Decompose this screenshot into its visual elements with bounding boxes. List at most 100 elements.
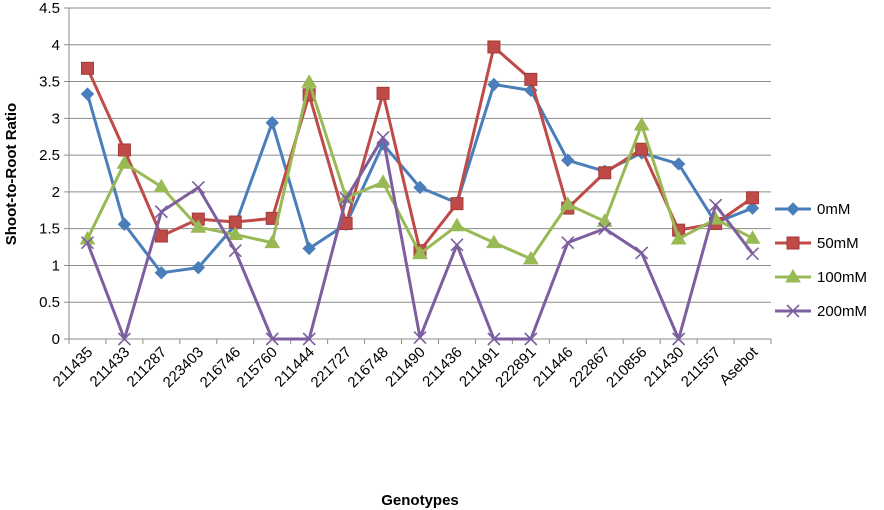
data-point <box>301 74 318 88</box>
data-point <box>559 196 576 210</box>
data-point <box>412 245 428 260</box>
data-point <box>635 246 649 260</box>
data-point-stroke <box>376 130 390 145</box>
data-point <box>302 332 316 346</box>
x-tick-label: 215760 <box>234 344 281 391</box>
data-point <box>450 238 464 252</box>
data-point <box>117 217 132 231</box>
data-point <box>154 205 168 219</box>
data-point-stroke <box>450 238 464 252</box>
x-tick-label: 211433 <box>87 344 134 391</box>
data-point <box>153 178 170 193</box>
data-point <box>487 40 501 54</box>
data-point <box>672 332 686 346</box>
data-point <box>80 236 95 250</box>
data-point <box>376 86 390 100</box>
y-tick-label: 0.5 <box>39 294 60 311</box>
data-point-stroke <box>561 236 575 250</box>
data-point <box>598 166 612 180</box>
data-point <box>786 236 800 250</box>
data-point <box>80 61 94 75</box>
data-point <box>487 77 501 92</box>
y-tick-label: 3.5 <box>39 74 60 91</box>
data-point-stroke <box>302 332 316 346</box>
data-point <box>117 332 131 346</box>
data-point <box>786 304 800 318</box>
data-point <box>228 244 242 258</box>
data-point-stroke <box>524 332 538 346</box>
data-point <box>450 197 464 211</box>
data-point <box>116 155 133 169</box>
x-tick-label: 211435 <box>50 344 97 391</box>
data-point <box>191 180 205 195</box>
data-point-stroke <box>339 191 353 206</box>
data-point <box>785 269 801 283</box>
legend-label: 50mM <box>817 235 859 252</box>
x-tick-label: 211430 <box>641 344 688 391</box>
data-point <box>487 332 501 346</box>
data-point-stroke <box>117 332 131 346</box>
x-tick-label: 222891 <box>492 344 539 391</box>
data-point-stroke <box>635 246 649 260</box>
y-tick-label: 2 <box>52 184 60 201</box>
data-point <box>524 72 538 86</box>
data-point <box>670 230 687 245</box>
data-point-stroke <box>598 222 612 236</box>
data-point-stroke <box>265 332 279 346</box>
y-tick-label: 2.5 <box>39 147 60 164</box>
data-point <box>561 236 575 250</box>
legend-item: 0mM <box>775 201 850 218</box>
y-tick-label: 1.5 <box>39 221 60 238</box>
data-point <box>154 266 169 280</box>
data-point <box>635 142 649 156</box>
data-point <box>190 219 207 233</box>
y-tick-label: 4 <box>52 37 60 54</box>
data-point <box>744 230 761 244</box>
x-tick-label: 211436 <box>419 344 466 391</box>
series-100mM <box>79 74 761 265</box>
legend-item: 50mM <box>775 235 859 252</box>
legend-item: 100mM <box>775 269 867 286</box>
data-point <box>264 234 281 249</box>
data-point <box>413 180 427 195</box>
x-tick-labels: 2114352114332112872234032167462157602114… <box>50 343 762 391</box>
data-point <box>376 130 390 145</box>
data-point-stroke <box>191 180 205 195</box>
data-point <box>596 213 613 227</box>
axes <box>64 7 772 344</box>
y-tick-label: 0 <box>52 331 60 348</box>
legend-label: 100mM <box>817 269 867 286</box>
data-point <box>522 250 539 265</box>
y-tick-label: 4.5 <box>39 0 60 17</box>
series-200mM <box>80 130 760 346</box>
x-tick-label: 216748 <box>344 344 391 391</box>
data-point <box>375 174 391 188</box>
data-point <box>339 191 353 206</box>
data-point <box>671 157 686 171</box>
data-point-stroke <box>487 332 501 346</box>
x-tick-label: 221727 <box>308 344 355 391</box>
data-point-stroke <box>80 236 95 250</box>
data-point <box>154 229 168 243</box>
data-point <box>745 201 760 215</box>
x-tick-label: 211557 <box>678 344 725 391</box>
data-point <box>413 330 427 345</box>
data-point <box>746 191 760 205</box>
data-point-stroke <box>228 244 242 258</box>
data-point <box>117 143 131 157</box>
data-point <box>561 153 575 167</box>
y-tick-labels: 0 0.5 1 1.5 2 2.5 3 3.5 4 4.5 <box>39 0 60 348</box>
legend-label: 200mM <box>817 303 867 320</box>
series-line <box>86 45 754 253</box>
series-50mM <box>80 40 760 258</box>
series-line <box>86 135 754 341</box>
x-tick-label: Asebot <box>716 343 762 389</box>
x-tick-label: 211490 <box>382 344 429 391</box>
data-point-stroke <box>786 304 800 318</box>
data-point-stroke <box>154 205 168 219</box>
data-point <box>633 116 650 131</box>
series-lines <box>79 40 761 346</box>
legend: 0mM 50mM 100mM 200mM <box>775 201 867 320</box>
data-point <box>524 332 538 346</box>
data-point <box>228 215 242 229</box>
